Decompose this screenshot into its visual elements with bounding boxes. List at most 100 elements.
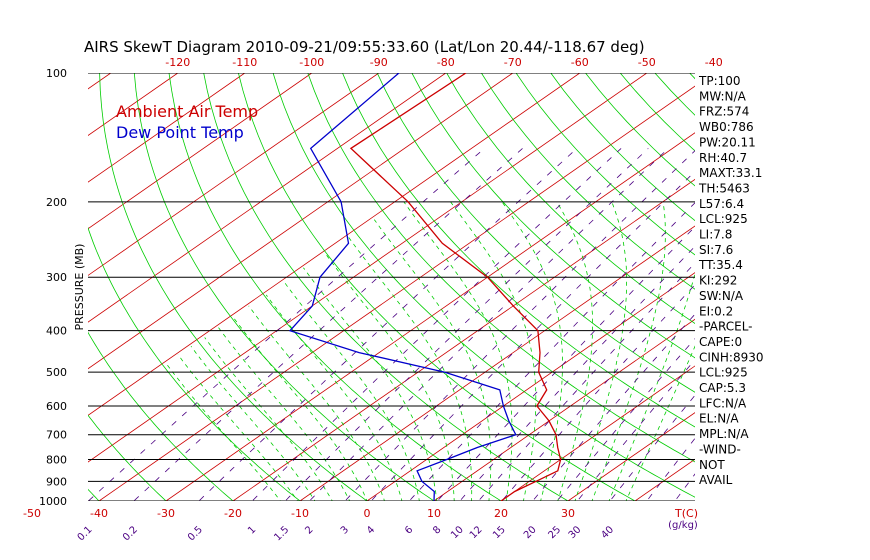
mixing-ratio-label: 15 xyxy=(491,524,508,541)
stability-index-label: CINH:8930 xyxy=(699,350,764,364)
dry-adiabat-line xyxy=(376,73,695,393)
isotherm-line xyxy=(88,73,313,230)
moist-adiabat-line xyxy=(347,235,473,501)
mixing-ratio-line xyxy=(408,202,695,501)
isotherm-line xyxy=(88,73,246,183)
mixing-ratio-label: 0.2 xyxy=(121,524,140,543)
mixing-ratio-label: 1 xyxy=(246,524,258,536)
stability-index-label: FRZ:574 xyxy=(699,105,749,119)
pressure-tick-label: 600 xyxy=(46,400,67,413)
pressure-tick-label: 500 xyxy=(46,366,67,379)
stability-index-label: CAPE:0 xyxy=(699,335,742,349)
stability-index-label: LI:7.8 xyxy=(699,228,732,242)
mixing-ratio-unit-label: (g/kg) xyxy=(668,520,698,531)
stability-index-label: NOT xyxy=(699,458,725,472)
pressure-tick-label: 700 xyxy=(46,429,67,442)
bottom-temp-tick-label: -50 xyxy=(23,507,41,520)
dry-adiabat-line xyxy=(88,331,234,501)
isotherm-line xyxy=(567,412,695,501)
stability-index-label: TT:35.4 xyxy=(698,258,743,272)
stability-index-label: -WIND- xyxy=(699,442,741,456)
isotherm-line xyxy=(88,73,447,323)
stability-index-label: WB0:786 xyxy=(699,120,754,134)
stability-index-label: LCL:925 xyxy=(699,366,748,380)
mixing-ratio-line xyxy=(477,262,695,501)
dry-adiabat-line xyxy=(203,73,569,501)
legend-dewpoint-temp: Dew Point Temp xyxy=(116,123,244,142)
stability-index-label: TH:5463 xyxy=(698,181,750,195)
mixing-ratio-line xyxy=(646,437,695,501)
isobar-lines xyxy=(88,73,695,501)
stability-index-label: -PARCEL- xyxy=(699,320,753,334)
mixing-ratio-label: 6 xyxy=(403,524,415,536)
dry-adiabat-line xyxy=(515,73,695,256)
mixing-ratio-line xyxy=(501,284,695,501)
temperature-profile-line xyxy=(349,73,562,501)
stability-index-label: LCL:925 xyxy=(699,212,748,226)
top-temp-tick-label: -40 xyxy=(705,56,723,69)
dry-adiabat-line xyxy=(481,73,695,290)
isotherm-line xyxy=(88,73,514,370)
moist-adiabat-lines xyxy=(165,201,695,501)
moist-adiabat-line xyxy=(325,253,455,501)
mixing-ratio-label: 12 xyxy=(468,524,485,541)
isotherm-line xyxy=(88,73,648,463)
bottom-temp-tick-label: -40 xyxy=(90,507,108,520)
stability-index-label: AVAIL xyxy=(699,473,733,487)
pressure-tick-label: 200 xyxy=(46,196,67,209)
moist-adiabat-line xyxy=(556,201,593,501)
bottom-temp-tick-label: 0 xyxy=(364,507,371,520)
chart-title: AIRS SkewT Diagram 2010-09-21/09:55:33.6… xyxy=(84,38,645,56)
y-axis-label: PRESSURE (MB) xyxy=(73,244,86,331)
plot-area xyxy=(88,73,695,501)
isotherm-line xyxy=(88,73,380,276)
dry-adiabat-line xyxy=(446,73,695,324)
moist-adiabat-line xyxy=(608,272,695,501)
moist-adiabat-line xyxy=(303,267,438,501)
moist-adiabat-line xyxy=(373,219,492,501)
dry-adiabat-line xyxy=(99,73,368,501)
moist-adiabat-line xyxy=(501,201,563,501)
top-temp-tick-label: -50 xyxy=(638,56,656,69)
top-temp-tick-label: -80 xyxy=(437,56,455,69)
stability-index-label: L57:6.4 xyxy=(699,197,744,211)
moist-adiabat-line xyxy=(625,345,695,501)
top-temp-tick-label: -120 xyxy=(165,56,190,69)
moist-adiabat-line xyxy=(265,294,403,501)
dewpoint-profile-line xyxy=(288,73,517,501)
dry-adiabat-line xyxy=(272,73,695,498)
moist-adiabat-line xyxy=(232,315,368,501)
stability-index-label: MAXT:33.1 xyxy=(699,166,762,180)
dry-adiabat-line xyxy=(133,73,435,501)
moist-adiabat-line xyxy=(450,201,537,501)
bottom-temp-tick-label: -30 xyxy=(157,507,175,520)
isotherm-line xyxy=(165,132,695,501)
isotherm-line xyxy=(433,318,695,501)
stability-index-label: EL:N/A xyxy=(699,412,739,426)
mixing-ratio-label: 2 xyxy=(303,524,315,536)
top-temp-tick-label: -90 xyxy=(370,56,388,69)
isotherm-lines xyxy=(88,73,695,501)
stability-index-label: TP:100 xyxy=(698,74,741,88)
dry-adiabat-line xyxy=(238,73,636,501)
isotherm-line xyxy=(299,225,695,501)
isotherm-line xyxy=(88,73,581,416)
pressure-tick-label: 1000 xyxy=(39,495,67,508)
stability-index-label: SW:N/A xyxy=(699,289,744,303)
stability-index-label: PW:20.11 xyxy=(699,135,756,149)
dry-adiabat-line xyxy=(88,414,167,501)
mixing-ratio-label: 20 xyxy=(522,524,539,541)
moist-adiabat-line xyxy=(177,354,299,501)
isotherm-line xyxy=(98,85,695,501)
bottom-temp-tick-label: 30 xyxy=(561,507,575,520)
temp-unit-label: T(C) xyxy=(674,507,698,520)
stability-index-label: RH:40.7 xyxy=(699,151,747,165)
top-temp-tick-label: -100 xyxy=(299,56,324,69)
moist-adiabat-line xyxy=(591,201,666,501)
mixing-ratio-label: 0.1 xyxy=(76,524,95,543)
dry-adiabat-line xyxy=(168,73,502,501)
bottom-temp-tick-label: -20 xyxy=(224,507,242,520)
mixing-ratio-label: 10 xyxy=(449,524,466,541)
